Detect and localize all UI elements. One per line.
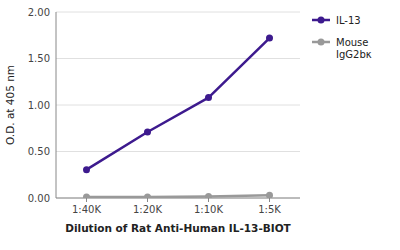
chart: 0.00 0.50 1.00 1.50 2.00 1:40K 1:20K 1:10K 1:5K D… [0, 0, 400, 250]
legend-marker [318, 17, 325, 24]
y-tick-label: 1.00 [28, 100, 50, 111]
x-tick-label: 1:40K [72, 204, 101, 215]
x-tick [208, 198, 209, 202]
y-axis-label: O.D. at 405 nm [4, 65, 16, 145]
legend-marker [318, 39, 325, 46]
point [83, 166, 90, 173]
series-line [87, 38, 270, 170]
legend-label-line: Mouse [336, 37, 368, 48]
y-tick-label: 0.50 [28, 146, 50, 157]
legend-label: IL-13 [336, 15, 361, 26]
y-tick-label: 1.50 [28, 53, 50, 64]
legend-label: MouseIgG2bκ [336, 37, 372, 60]
x-tick [269, 198, 270, 202]
y-tick-label: 2.00 [28, 7, 50, 18]
point [266, 35, 273, 42]
plot-area [83, 35, 273, 198]
point [205, 94, 212, 101]
grid-line [56, 105, 300, 106]
x-tick-label: 1:5K [258, 204, 281, 215]
legend-label-line: IL-13 [336, 15, 361, 26]
x-tick [86, 198, 87, 202]
x-tick-label: 1:20K [133, 204, 162, 215]
grid-line [56, 12, 300, 13]
x-tick-label: 1:10K [194, 204, 223, 215]
grid-line [56, 58, 300, 59]
x-tick [147, 198, 148, 202]
point [144, 128, 151, 135]
grid-line [56, 151, 300, 152]
legend-label-line: IgG2bκ [336, 49, 372, 60]
x-axis-label: Dilution of Rat Anti-Human IL-13-BIOT [65, 222, 291, 234]
y-axis [56, 12, 57, 198]
series-line [87, 195, 270, 197]
point [266, 192, 273, 198]
y-tick-label: 0.00 [28, 193, 50, 204]
point [83, 194, 90, 198]
point [144, 194, 151, 198]
point [205, 193, 212, 198]
